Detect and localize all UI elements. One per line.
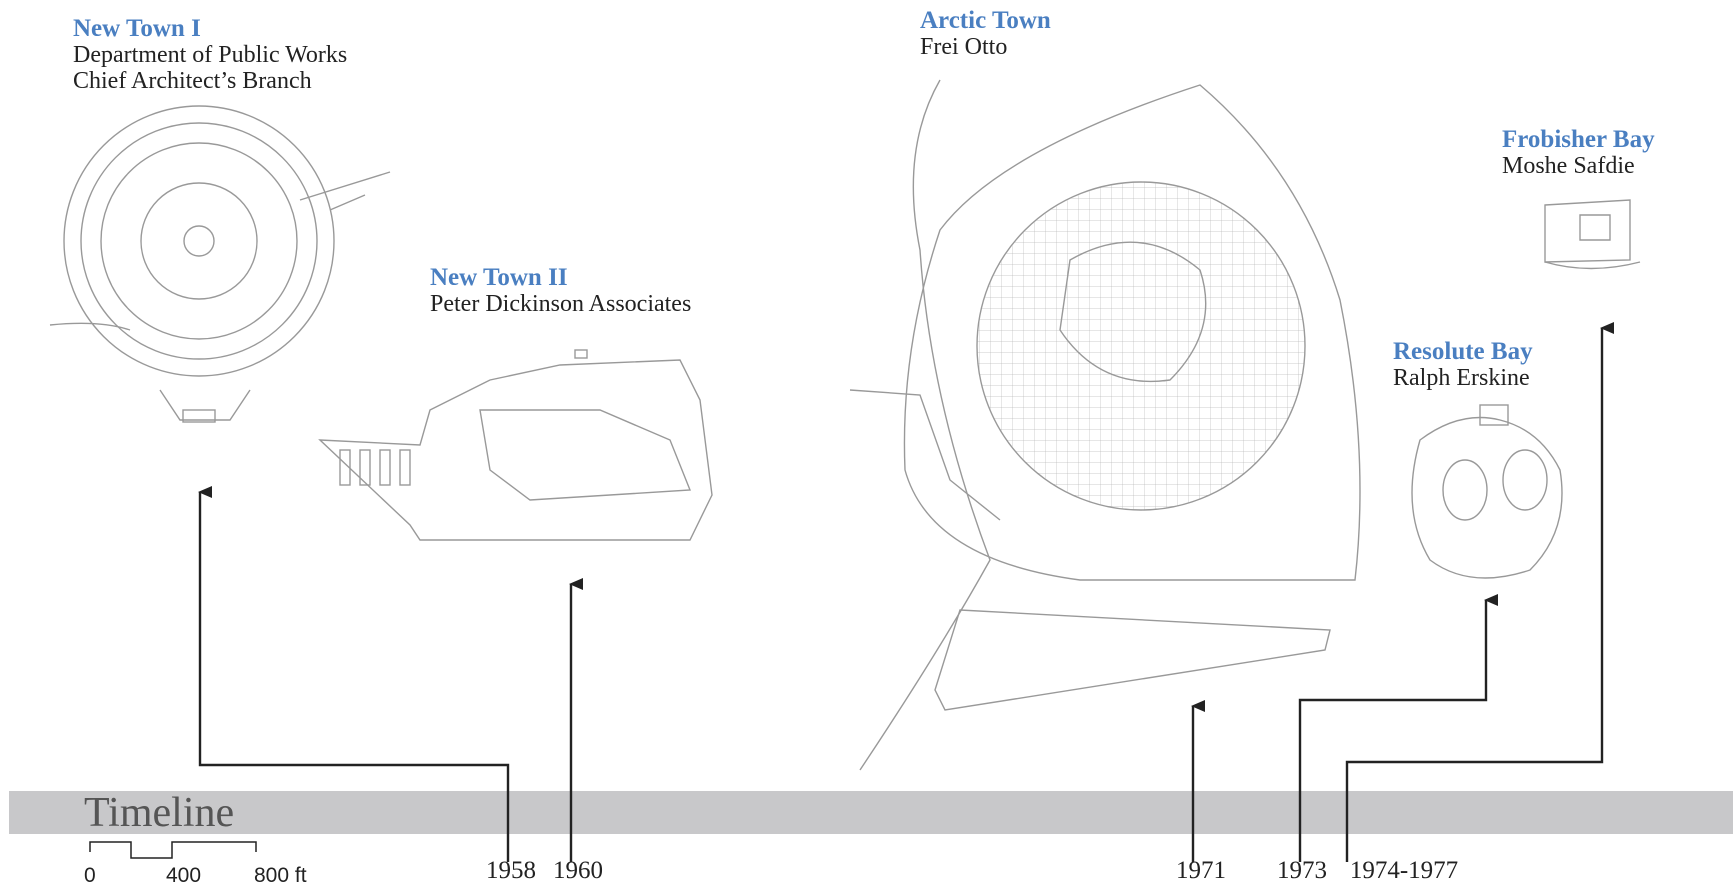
scale-label: 0 bbox=[84, 864, 96, 887]
plan-frobisher-bay bbox=[1544, 199, 1641, 270]
arrow bbox=[198, 486, 510, 862]
project-credit: Moshe Safdie bbox=[1502, 153, 1635, 179]
scale-bar bbox=[89, 841, 257, 859]
project-name: Resolute Bay bbox=[1393, 338, 1533, 365]
arrow bbox=[1345, 322, 1614, 862]
year-label: 1973 bbox=[1277, 857, 1327, 884]
project-name: New Town II bbox=[430, 264, 568, 291]
year-label: 1960 bbox=[553, 857, 603, 884]
scale-label: 800 ft bbox=[254, 864, 307, 887]
plan-new-town-2 bbox=[318, 349, 713, 541]
year-label: 1958 bbox=[486, 857, 536, 884]
project-name: New Town I bbox=[73, 15, 201, 42]
project-name: Arctic Town bbox=[920, 7, 1051, 34]
project-credit: Chief Architect’s Branch bbox=[73, 68, 312, 94]
timeline-title: Timeline bbox=[84, 790, 234, 836]
plan-resolute-bay bbox=[1411, 404, 1563, 579]
project-credit: Ralph Erskine bbox=[1393, 365, 1530, 391]
arrow bbox=[1298, 594, 1498, 862]
year-label: 1974-1977 bbox=[1350, 857, 1458, 884]
plan-arctic-town bbox=[849, 79, 1361, 771]
project-name: Frobisher Bay bbox=[1502, 126, 1655, 153]
project-credit: Department of Public Works bbox=[73, 42, 347, 68]
year-label: 1971 bbox=[1176, 857, 1226, 884]
plan-new-town-1 bbox=[49, 105, 391, 423]
timeline-band bbox=[9, 791, 1733, 834]
scale-label: 400 bbox=[166, 864, 201, 887]
project-credit: Frei Otto bbox=[920, 34, 1007, 60]
project-credit: Peter Dickinson Associates bbox=[430, 291, 691, 317]
